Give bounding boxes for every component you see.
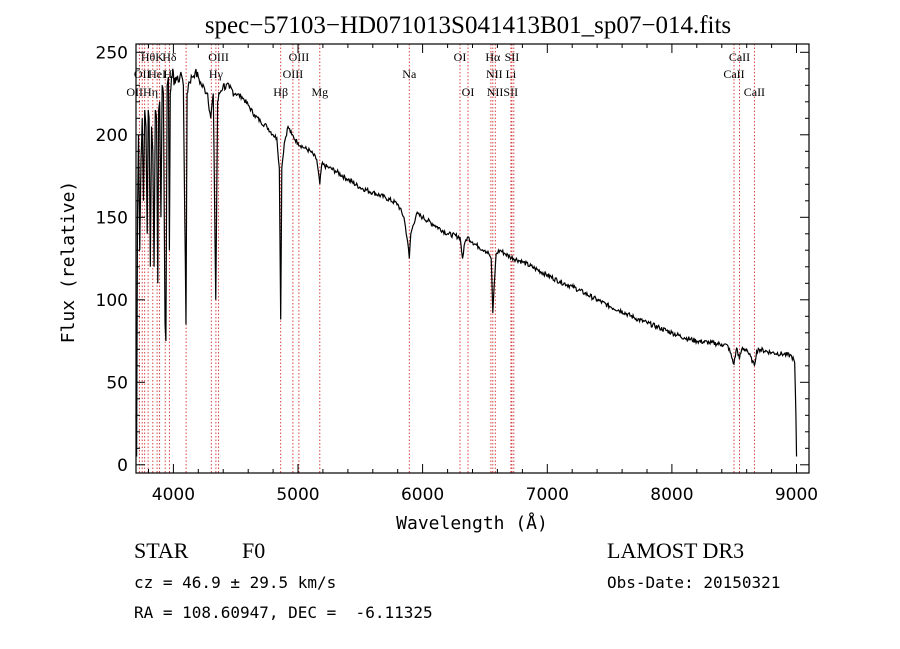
plot-frame: [135, 43, 810, 474]
line-label: H: [163, 67, 172, 81]
line-label: Hγ: [209, 67, 224, 81]
y-axis-label: Flux (relative): [58, 181, 79, 344]
observation-date: Obs-Date: 20150321: [607, 573, 781, 592]
line-label: OIII: [208, 50, 229, 64]
line-label: CaII: [744, 85, 765, 99]
line-label: Li: [506, 67, 517, 81]
y-tick-label: 50: [106, 373, 128, 393]
y-tick-label: 100: [96, 291, 128, 311]
x-tick-label: 4000: [152, 485, 195, 505]
line-label: SII: [505, 50, 520, 64]
x-axis-ticks: 4000 5000 6000 7000 8000 9000: [148, 44, 818, 505]
line-label: OI: [454, 50, 467, 64]
line-label: OI: [462, 85, 475, 99]
y-axis-ticks: 0 50 100 150 200 250: [96, 43, 809, 476]
coordinates: RA = 108.60947, DEC = -6.11325: [134, 603, 433, 622]
line-label: CaII: [723, 67, 744, 81]
line-label: Hβ: [273, 85, 288, 99]
x-tick-label: 5000: [276, 485, 319, 505]
line-label: NIISII: [487, 85, 518, 99]
object-class: STAR: [134, 538, 189, 563]
redshift-velocity: cz = 46.9 ± 29.5 km/s: [134, 573, 337, 592]
line-label: NII: [486, 67, 503, 81]
line-label: Hθ: [141, 50, 156, 64]
x-tick-label: 8000: [650, 485, 693, 505]
x-axis-label: Wavelength (Å): [396, 512, 548, 534]
line-label: Na: [402, 67, 417, 81]
x-tick-label: 6000: [401, 485, 444, 505]
x-tick-label: 7000: [526, 485, 569, 505]
object-subclass: F0: [242, 538, 266, 563]
line-label: OIII: [283, 67, 304, 81]
line-label: K: [155, 50, 164, 64]
x-tick-label: 9000: [775, 485, 818, 505]
line-label: OIIHη: [126, 85, 158, 99]
y-tick-label: 250: [96, 43, 128, 63]
line-label: Hα: [485, 50, 501, 64]
y-tick-label: 200: [96, 126, 128, 146]
line-label: CaII: [729, 50, 750, 64]
line-label: OII: [134, 67, 151, 81]
chart-title: spec−57103−HD071013S041413B01_sp07−014.f…: [205, 12, 731, 39]
y-tick-label: 0: [117, 456, 128, 476]
line-label: OIII: [289, 50, 310, 64]
line-label: HeI: [148, 67, 166, 81]
spectral-line-markers: [138, 44, 755, 473]
y-tick-label: 150: [96, 208, 128, 228]
flux-series-line: [135, 68, 798, 457]
line-label: Hδ: [162, 50, 177, 64]
survey-name: LAMOST DR3: [607, 538, 745, 563]
line-label: Mg: [311, 85, 328, 99]
